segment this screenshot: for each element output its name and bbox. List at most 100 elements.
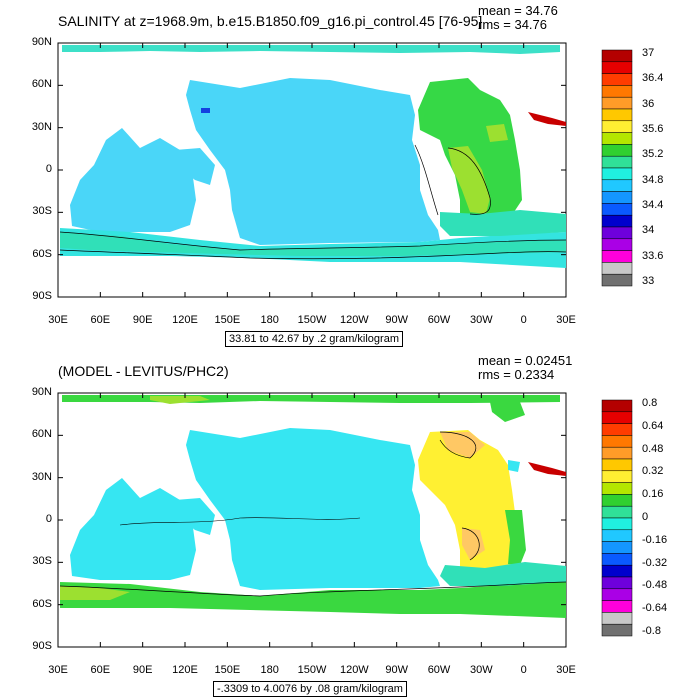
x-tick-label: 90E xyxy=(132,664,153,676)
x-tick-label: 0 xyxy=(520,314,527,326)
x-tick-label: 30E xyxy=(556,314,576,326)
colorbar-swatch xyxy=(601,553,633,566)
difference-north-atlantic-green xyxy=(490,402,525,422)
x-tick-label: 120W xyxy=(339,314,369,326)
y-tick-label: 90N xyxy=(31,36,52,48)
colorbar-swatch xyxy=(601,262,633,275)
x-tick-label: 150E xyxy=(214,664,241,676)
colorbar-label: -0.16 xyxy=(642,533,668,546)
salinity-pacific-ocean xyxy=(186,78,440,245)
colorbar-swatch xyxy=(601,203,633,216)
y-tick-label: 90N xyxy=(31,386,52,398)
colorbar-swatch xyxy=(601,155,633,169)
difference-indian-ocean xyxy=(70,478,196,580)
colorbar-label: 0.8 xyxy=(642,397,658,409)
difference-acc-lime xyxy=(60,586,130,600)
colorbar-swatch xyxy=(601,588,633,601)
y-tick-label: 30N xyxy=(31,470,52,483)
colorbar-label: 35.2 xyxy=(642,148,664,161)
difference-mediterranean xyxy=(528,462,566,476)
x-tick-label: 90W xyxy=(385,314,408,326)
difference-maritime-seas xyxy=(175,498,215,535)
x-tick-label: 180 xyxy=(260,314,279,326)
difference-axis-ticks xyxy=(57,392,567,648)
salinity-atlantic-ocean xyxy=(418,78,522,220)
y-tick-label: 60S xyxy=(32,247,52,260)
colorbar-label: 34 xyxy=(642,224,655,237)
difference-arctic-lime xyxy=(150,396,210,404)
salinity-acc-band xyxy=(60,232,566,256)
colorbar-swatch xyxy=(601,226,633,240)
colorbar-swatch xyxy=(601,179,633,192)
colorbar-label: 0.64 xyxy=(642,419,664,432)
y-tick-label: 60N xyxy=(31,428,52,441)
x-tick-label: 60W xyxy=(427,314,451,326)
colorbar-swatch xyxy=(601,132,633,145)
colorbar-swatch xyxy=(601,73,633,86)
salinity-mean: mean = 34.76 xyxy=(478,3,558,18)
colorbar-label: 0.16 xyxy=(642,488,664,501)
difference-east-atlantic-green xyxy=(505,510,526,565)
colorbar-swatch xyxy=(601,167,633,181)
y-tick-label: 30S xyxy=(32,205,52,218)
difference-atlantic-orange xyxy=(440,432,485,458)
colorbar-label: 34.8 xyxy=(642,173,664,186)
x-tick-label: 0 xyxy=(520,664,527,676)
colorbar-swatch xyxy=(601,273,633,287)
colorbar-label: -0.8 xyxy=(642,625,661,637)
colorbar-swatch xyxy=(601,49,633,63)
colorbar-swatch xyxy=(601,85,633,98)
salinity-atlantic-north-lime xyxy=(486,124,508,142)
colorbar-label: 34.4 xyxy=(642,199,664,211)
colorbar-swatch xyxy=(601,600,633,613)
difference-atlantic-ocean xyxy=(418,430,520,572)
colorbar-swatch xyxy=(601,505,633,519)
x-tick-label: 60W xyxy=(427,664,451,676)
difference-atlantic-south-orange xyxy=(462,528,485,560)
difference-contour xyxy=(119,517,361,526)
colorbar-swatch xyxy=(601,623,633,637)
salinity-mediterranean xyxy=(528,112,566,126)
salinity-colorbar xyxy=(601,49,633,287)
x-tick-label: 30E xyxy=(48,314,68,326)
x-tick-label: 120E xyxy=(172,664,198,676)
salinity-indian-ocean xyxy=(70,128,196,232)
y-tick-label: 90S xyxy=(32,290,52,302)
salinity-contour xyxy=(59,249,567,260)
colorbar-label: 36.4 xyxy=(642,72,664,85)
difference-contour xyxy=(461,527,480,561)
salinity-contour xyxy=(414,144,439,216)
colorbar-swatch xyxy=(601,238,633,251)
x-tick-label: 30E xyxy=(48,664,68,676)
colorbar-swatch xyxy=(601,458,633,472)
colorbar-swatch xyxy=(601,612,633,625)
colorbar-swatch xyxy=(601,541,633,554)
difference-mean: mean = 0.02451 xyxy=(478,353,573,368)
colorbar-label: 36 xyxy=(642,97,655,110)
x-tick-label: 90E xyxy=(132,314,153,326)
difference-contour xyxy=(59,581,567,597)
x-tick-label: 150W xyxy=(297,314,327,326)
colorbar-label: 37 xyxy=(642,47,655,59)
colorbar-label: 0.48 xyxy=(642,442,664,455)
x-tick-label: 120W xyxy=(339,664,369,676)
difference-colorbar xyxy=(601,399,633,637)
salinity-panel: SALINITY at z=1968.9m, b.e15.B1850.f09_g… xyxy=(31,3,664,347)
colorbar-swatch xyxy=(601,576,633,590)
x-tick-label: 150W xyxy=(297,664,327,676)
x-tick-label: 150E xyxy=(214,314,241,326)
x-tick-label: 30W xyxy=(470,314,493,326)
salinity-title: SALINITY at z=1968.9m, b.e15.B1850.f09_g… xyxy=(58,13,483,29)
colorbar-swatch xyxy=(601,61,633,74)
colorbar-swatch xyxy=(601,482,633,495)
x-tick-label: 30W xyxy=(470,664,493,676)
colorbar-label: -0.32 xyxy=(642,556,668,569)
colorbar-swatch xyxy=(601,423,633,436)
x-tick-label: 180 xyxy=(260,664,279,676)
colorbar-swatch xyxy=(601,564,633,578)
x-tick-label: 60E xyxy=(90,664,111,676)
colorbar-label: 33 xyxy=(642,275,655,287)
colorbar-label: -0.64 xyxy=(642,602,668,615)
colorbar-label: 0 xyxy=(642,511,649,523)
x-tick-label: 30E xyxy=(556,664,576,676)
